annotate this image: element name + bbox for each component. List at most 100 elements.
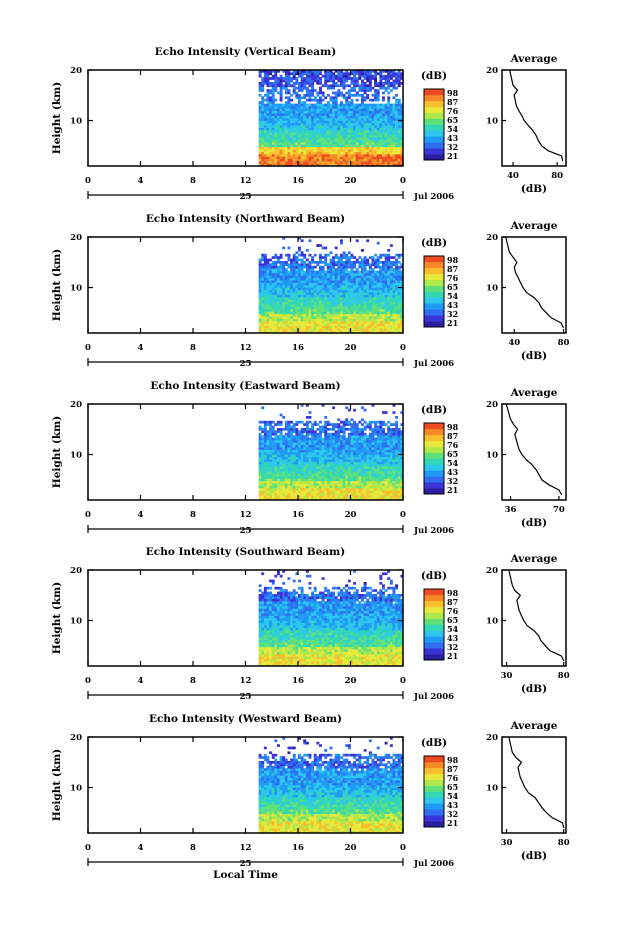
heatmap-cell [282, 304, 286, 307]
heatmap-cell [279, 476, 283, 479]
heatmap-cell [305, 77, 309, 80]
heatmap-cell [387, 146, 391, 150]
heatmap-cell [279, 113, 283, 116]
heatmap-cell [400, 146, 404, 150]
heatmap-cell [397, 106, 401, 109]
heatmap-cell [311, 306, 315, 310]
heatmap-cell [361, 149, 364, 152]
heatmap-cell [321, 108, 325, 112]
heatmap-cell [326, 144, 330, 148]
heatmap-cell [282, 292, 286, 295]
heatmap-cell [308, 120, 312, 124]
heatmap-cell [392, 497, 396, 501]
heatmap-cell [340, 265, 343, 269]
heatmap-cell [379, 297, 383, 300]
heatmap-cell [332, 318, 336, 322]
heatmap-cell [324, 452, 328, 455]
heatmap-cell [313, 115, 317, 119]
heatmap-cell [342, 285, 346, 288]
heatmap-cell [329, 280, 333, 283]
heatmap-cell [311, 461, 315, 465]
heatmap-cell [298, 306, 301, 310]
heatmap-cell [269, 476, 273, 479]
heatmap-cell [350, 459, 354, 462]
heatmap-cell [326, 142, 330, 145]
heatmap-cell [287, 89, 291, 92]
heatmap-cell [363, 323, 367, 327]
heatmap-cell [311, 79, 315, 83]
colorbar-swatch [424, 89, 444, 96]
heatmap-cell [392, 275, 396, 279]
heatmap-cell [284, 161, 288, 164]
heatmap-cell [308, 476, 312, 479]
heatmap-cell [355, 280, 359, 283]
heatmap-cell [342, 325, 346, 329]
heatmap-cell [303, 72, 307, 76]
heatmap-cell [332, 492, 336, 496]
heatmap-cell [397, 466, 401, 470]
heatmap-cell [374, 316, 378, 319]
heatmap-cell [374, 144, 378, 148]
heatmap-cell [392, 292, 396, 295]
heatmap-cell [347, 287, 351, 291]
heatmap-cell [392, 270, 396, 274]
colorbar-tick-label: 43 [447, 133, 459, 143]
heatmap-cell [303, 488, 307, 491]
heatmap-cell [363, 311, 367, 315]
heatmap-cell [366, 270, 370, 274]
heatmap-cell [400, 301, 404, 305]
heatmap-cell [290, 316, 294, 319]
heatmap-cell [284, 488, 288, 491]
heatmap-cell [305, 270, 309, 274]
heatmap-cell [395, 285, 399, 288]
heatmap-cell [371, 468, 375, 472]
heatmap-cell [284, 321, 288, 324]
heatmap-cell [400, 495, 404, 498]
heatmap-cell [326, 120, 330, 124]
panel-title: Echo Intensity (Northward Beam) [146, 213, 345, 225]
heatmap-cell [355, 120, 359, 124]
heatmap-cell [379, 275, 383, 279]
heatmap-cell [332, 323, 336, 327]
heatmap-cell [298, 311, 301, 315]
heatmap-cell [397, 149, 401, 152]
heatmap-cell [284, 91, 288, 95]
heatmap-cell [363, 106, 367, 109]
heatmap-cell [355, 122, 359, 126]
heatmap-cell [316, 113, 320, 116]
heatmap-cell [334, 306, 338, 310]
heatmap-cell [271, 461, 275, 465]
heatmap-cell [261, 321, 265, 324]
heatmap-cell [342, 263, 346, 267]
heatmap-cell [361, 125, 364, 128]
heatmap-cell [366, 86, 370, 90]
heatmap-cell [271, 304, 275, 307]
heatmap-cell [287, 318, 291, 322]
heatmap-cell [395, 156, 399, 160]
heatmap-cell [397, 101, 401, 104]
heatmap-cell [258, 106, 262, 109]
heatmap-cell [287, 122, 291, 126]
heatmap-cell [395, 485, 399, 489]
heatmap-cell [366, 292, 370, 295]
heatmap-cell [376, 72, 380, 76]
heatmap-cell [303, 309, 307, 312]
heatmap-cell [258, 311, 262, 315]
heatmap-cell [274, 268, 278, 271]
heatmap-cell [324, 468, 328, 472]
heatmap-cell [295, 91, 299, 95]
heatmap-cell [287, 328, 291, 331]
heatmap-cell [387, 289, 391, 293]
heatmap-cell [321, 471, 325, 474]
heatmap-cell [263, 454, 267, 458]
heatmap-cell [376, 84, 380, 88]
heatmap-cell [269, 70, 273, 73]
heatmap-cell [332, 132, 336, 136]
heatmap-cell [279, 473, 283, 477]
heatmap-cell [261, 86, 265, 90]
heatmap-cell [358, 471, 362, 474]
heatmap-cell [340, 161, 343, 164]
heatmap-cell [279, 495, 283, 498]
heatmap-cell [347, 146, 351, 150]
heatmap-cell [282, 154, 286, 157]
